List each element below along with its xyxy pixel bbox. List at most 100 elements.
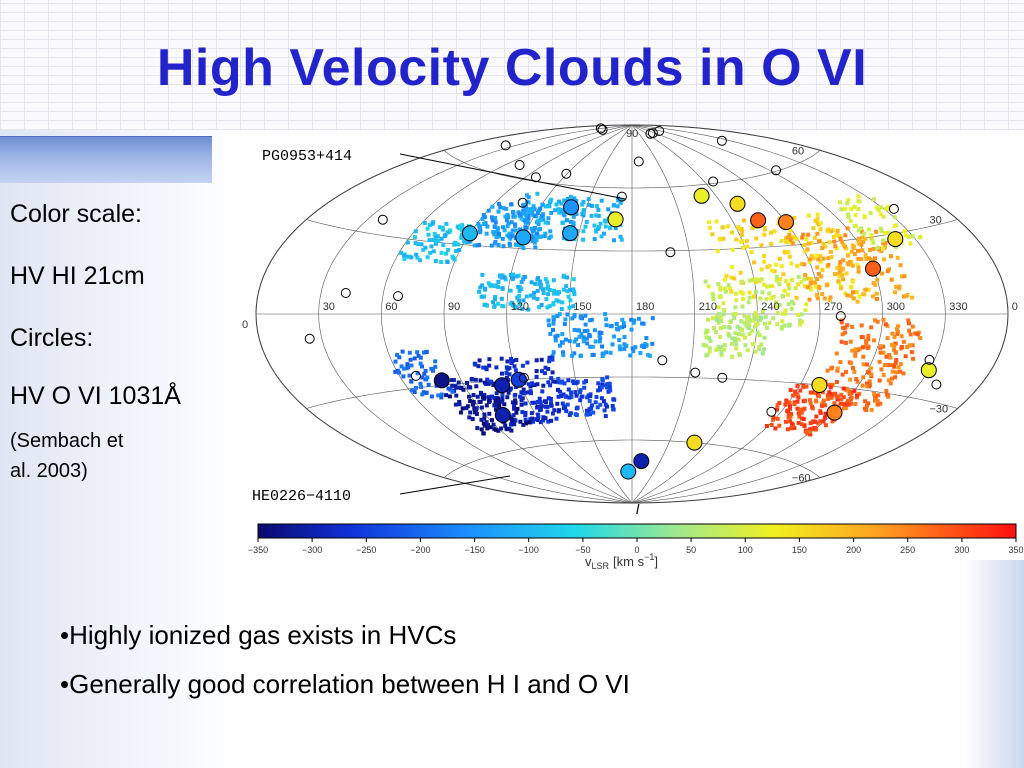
hi-emission-pixel	[603, 312, 608, 317]
hi-emission-pixel	[436, 238, 441, 243]
hi-emission-pixel	[517, 288, 522, 293]
ovi-nondetection-circle	[518, 372, 529, 383]
hi-emission-pixel	[596, 388, 601, 393]
hi-emission-pixel	[838, 401, 843, 406]
ovi-nondetection-circle	[645, 128, 656, 139]
hi-emission-pixel	[887, 353, 892, 357]
hi-emission-pixel	[546, 216, 551, 221]
hi-emission-pixel	[707, 336, 712, 341]
hi-emission-pixel	[517, 298, 521, 303]
hi-emission-pixel	[745, 244, 750, 249]
hi-emission-pixel	[551, 278, 556, 283]
hi-emission-pixel	[881, 350, 886, 355]
hi-emission-pixel	[509, 220, 514, 225]
hi-emission-pixel	[521, 387, 526, 392]
hi-emission-pixel	[508, 288, 513, 293]
hi-emission-pixel	[523, 218, 527, 223]
hi-emission-pixel	[835, 395, 840, 400]
hi-emission-pixel	[763, 321, 767, 326]
hi-emission-pixel	[779, 264, 784, 269]
hi-emission-pixel	[838, 360, 843, 365]
hi-emission-pixel	[491, 229, 496, 234]
hi-emission-pixel	[442, 234, 447, 238]
hi-emission-pixel	[420, 364, 424, 369]
hi-emission-pixel	[906, 234, 911, 239]
hi-emission-pixel	[586, 197, 591, 202]
hi-emission-pixel	[783, 419, 788, 424]
hi-emission-pixel	[881, 317, 886, 322]
hi-emission-pixel	[530, 239, 535, 244]
hi-emission-pixel	[492, 241, 497, 246]
hi-emission-pixel	[526, 307, 531, 312]
hi-emission-pixel	[558, 343, 562, 348]
hi-emission-pixel	[591, 410, 596, 415]
hi-emission-pixel	[507, 426, 512, 431]
hi-emission-pixel	[805, 276, 810, 281]
hi-emission-pixel	[536, 400, 540, 404]
hi-emission-pixel	[544, 297, 549, 301]
hi-emission-pixel	[618, 234, 623, 239]
hi-emission-pixel	[772, 269, 777, 274]
hi-emission-pixel	[505, 395, 510, 400]
hi-emission-pixel	[859, 335, 864, 339]
latitude-tick-label: 90	[626, 128, 638, 140]
hi-emission-pixel	[815, 265, 820, 270]
hi-emission-pixel	[489, 243, 494, 248]
hi-emission-pixel	[487, 400, 491, 404]
hi-emission-pixel	[457, 399, 462, 404]
hi-emission-pixel	[555, 401, 560, 406]
hi-emission-pixel	[739, 239, 744, 244]
hi-emission-pixel	[759, 267, 764, 272]
hi-emission-pixel	[513, 398, 518, 403]
hi-emission-pixel	[908, 343, 913, 348]
hi-emission-pixel	[837, 234, 842, 239]
ovi-nondetection-circle	[595, 123, 606, 134]
hi-emission-pixel	[535, 382, 540, 387]
hi-emission-pixel	[553, 208, 558, 213]
hi-emission-pixel	[714, 330, 718, 334]
hi-emission-pixel	[558, 389, 562, 394]
hi-emission-pixel	[515, 406, 520, 411]
hi-emission-pixel	[431, 367, 436, 372]
hi-emission-pixel	[898, 263, 903, 268]
hi-emission-pixel	[407, 373, 412, 378]
hi-emission-pixel	[467, 415, 472, 420]
hi-emission-pixel	[483, 286, 488, 291]
hi-emission-pixel	[423, 369, 428, 373]
hi-emission-pixel	[904, 294, 909, 299]
hi-emission-pixel	[500, 395, 505, 400]
hi-emission-pixel	[556, 376, 561, 381]
hi-emission-pixel	[561, 273, 566, 278]
hi-emission-pixel	[835, 228, 840, 233]
hi-emission-pixel	[618, 200, 623, 205]
hi-emission-pixel	[412, 356, 417, 361]
hi-emission-pixel	[530, 381, 535, 386]
ovi-nondetection-circle	[766, 406, 777, 417]
hi-emission-pixel	[546, 292, 550, 297]
hi-emission-pixel	[868, 247, 873, 252]
hi-emission-pixel	[581, 339, 586, 344]
hi-emission-pixel	[452, 242, 457, 247]
bullet-item: •Highly ionized gas exists in HVCs	[60, 620, 457, 650]
hi-emission-pixel	[833, 391, 838, 396]
hi-emission-pixel	[721, 301, 726, 306]
hi-emission-pixel	[528, 384, 533, 389]
hi-emission-pixel	[524, 225, 529, 230]
hi-emission-pixel	[507, 388, 512, 392]
hi-emission-pixel	[805, 285, 810, 290]
hi-emission-pixel	[703, 279, 708, 284]
hi-emission-pixel	[798, 388, 803, 393]
hi-emission-pixel	[479, 405, 484, 410]
hi-emission-pixel	[507, 241, 512, 246]
hi-emission-pixel	[817, 284, 822, 289]
hi-emission-pixel	[424, 390, 429, 395]
hi-emission-pixel	[866, 333, 871, 338]
hi-emission-pixel	[910, 343, 915, 348]
hi-emission-pixel	[547, 304, 552, 309]
hi-emission-patches	[393, 191, 923, 437]
hi-emission-pixel	[851, 296, 856, 301]
hi-emission-pixel	[913, 331, 918, 336]
ovi-nondetection-circle	[500, 140, 511, 151]
ovi-nondetection-circle	[665, 247, 676, 258]
hi-emission-pixel	[835, 397, 840, 402]
